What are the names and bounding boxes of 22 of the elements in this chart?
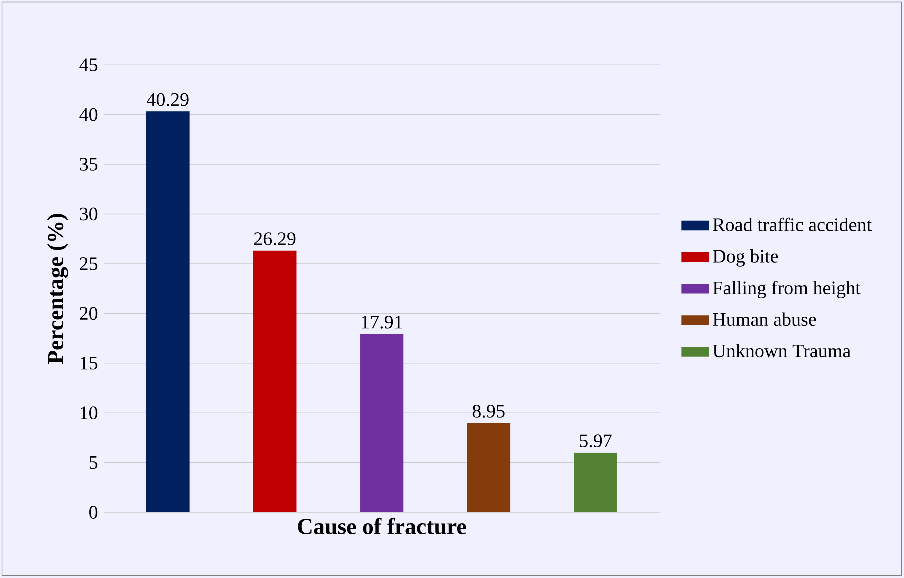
legend-label: Human abuse [713,312,816,326]
y-axis-title: Percentage (%) [47,214,68,364]
data-label: 5.97 [580,434,612,448]
legend-label: Dog bite [713,249,778,267]
y-tick-label: 35 [80,158,98,171]
legend-label: Road traffic accident [713,218,872,232]
y-tick-label: 10 [80,406,98,420]
data-label: 8.95 [472,404,505,418]
y-tick-label: 20 [80,307,98,320]
y-tick-label: 40 [80,108,98,122]
y-tick-label: 15 [80,356,98,370]
y-tick-label: 0 [90,506,98,519]
y-tick-label: 5 [90,456,98,470]
data-label: 17.91 [362,316,402,329]
y-tick-label: 30 [80,208,98,221]
y-tick-label: 25 [80,258,98,270]
data-label: 26.29 [254,232,296,246]
legend-label: Unknown Trauma [713,344,851,358]
y-tick-label: 45 [80,58,98,72]
legend-label: Falling from height [713,280,861,299]
x-axis-title: Cause of fracture [298,518,466,534]
data-label: 40.29 [147,93,189,106]
